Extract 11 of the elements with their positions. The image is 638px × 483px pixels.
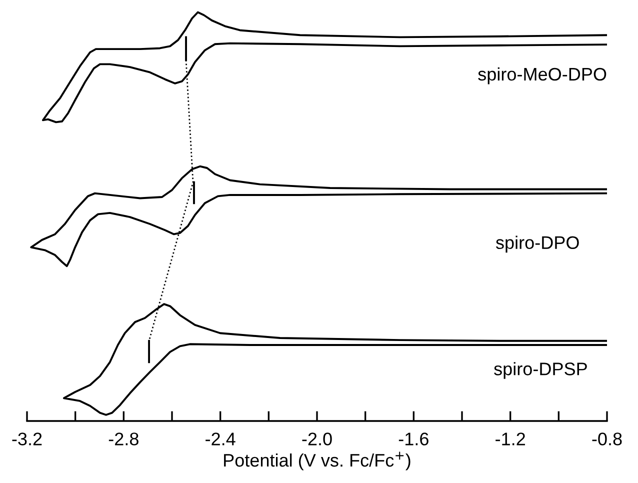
x-tick-label: -2.0: [302, 432, 332, 446]
x-tick-label: -2.8: [108, 432, 138, 446]
annotation: spiro-MeO-DPO: [478, 67, 606, 84]
x-tick-label: -1.6: [398, 432, 428, 446]
x-tick-label: -1.2: [496, 432, 525, 446]
annotation: spiro-DPO: [496, 236, 579, 253]
x-tick-label: -3.2: [12, 432, 42, 446]
x-axis-title: Potential (V vs. Fc/Fc$^{+}$): [224, 452, 410, 470]
annotation: spiro-DPSP: [494, 362, 587, 379]
x-tick-label: -2.4: [206, 432, 236, 446]
x-tick-label: -0.8: [592, 432, 622, 446]
